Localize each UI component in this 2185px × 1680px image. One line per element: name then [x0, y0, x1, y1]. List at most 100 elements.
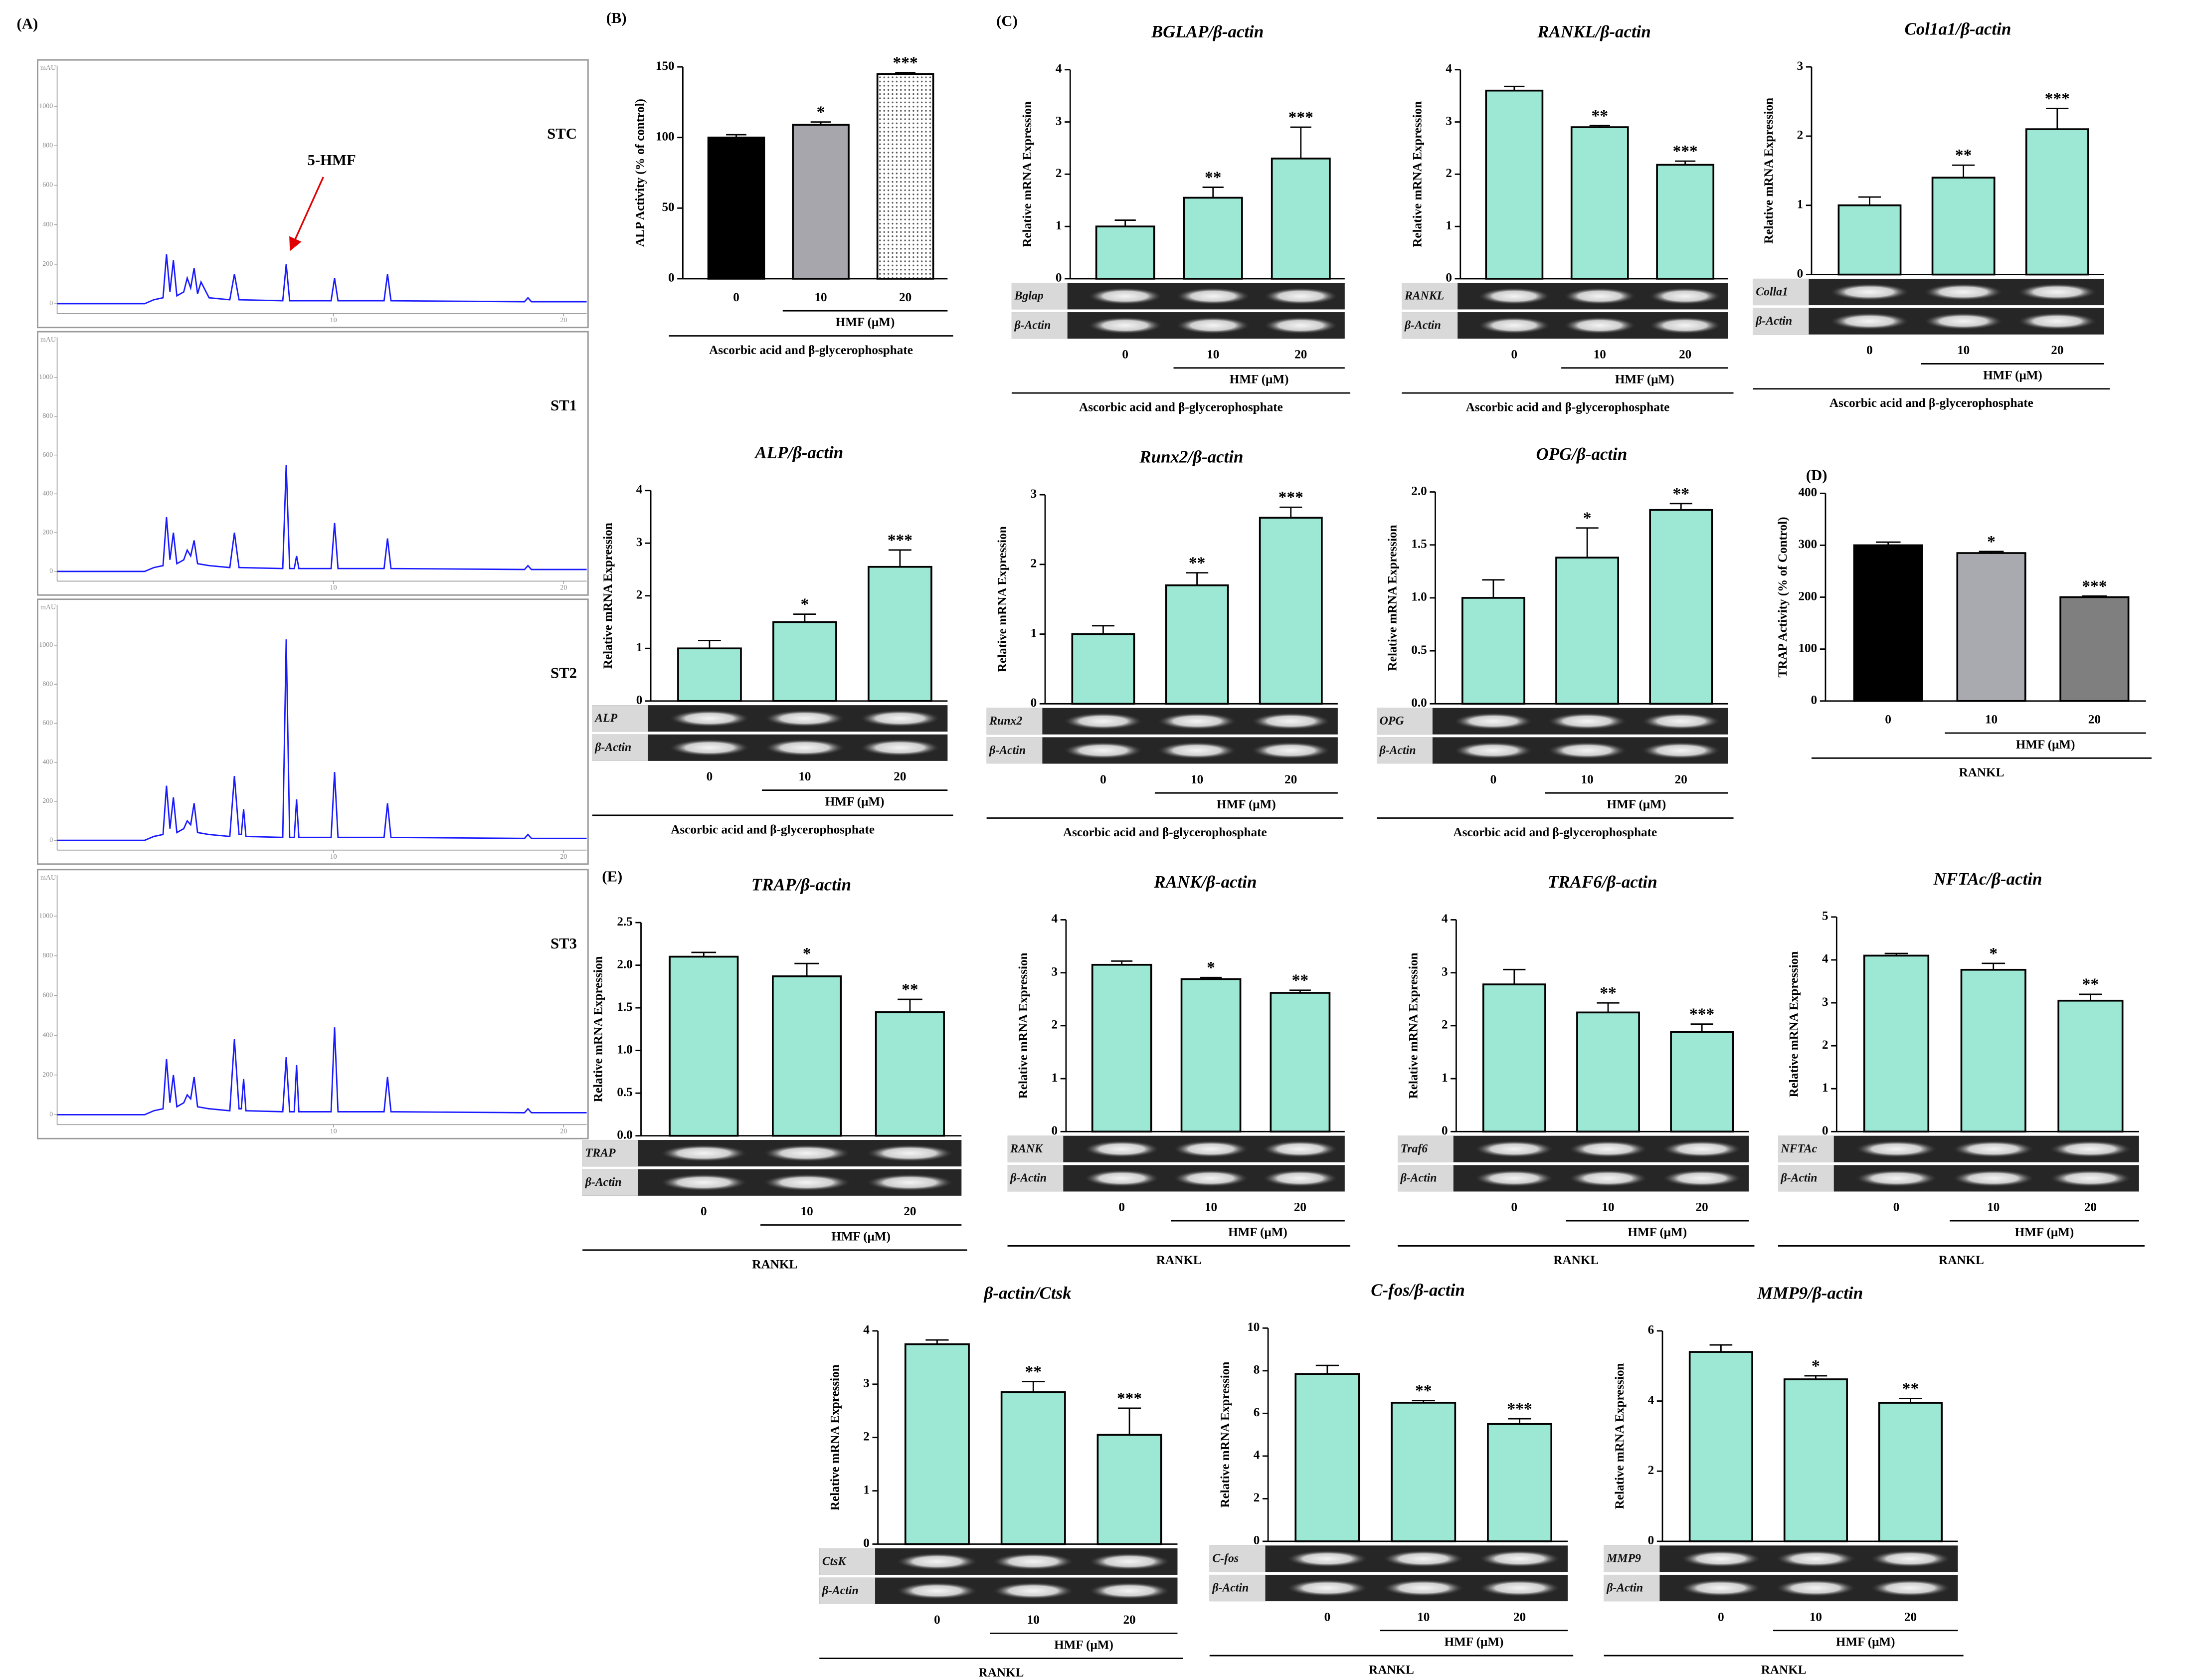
significance: *** — [893, 53, 917, 72]
bar — [1095, 225, 1155, 280]
bar — [1091, 963, 1152, 1133]
y-tick-label: 0.5 — [617, 1086, 632, 1099]
gel-label: β-Actin — [1606, 1581, 1643, 1594]
panel-label: (E) — [602, 868, 622, 885]
bar — [1165, 584, 1229, 705]
significance: *** — [1507, 1400, 1532, 1418]
y-tick-label: 1.0 — [1411, 590, 1427, 604]
x-tick-label: 20 — [560, 1127, 567, 1135]
x-tick-label: 20 — [2088, 713, 2101, 727]
error-bar — [794, 962, 819, 976]
gel-band — [1641, 713, 1721, 730]
gel-label: RANKL — [1404, 290, 1444, 303]
gel-band — [2049, 1140, 2132, 1157]
gel-label-bg — [1604, 1574, 1660, 1602]
y-axis-label: mAU — [40, 336, 56, 344]
x-tick-label: 10 — [814, 291, 827, 304]
y-tick-label: 1 — [863, 1483, 870, 1496]
y-tick-label: 4 — [1052, 912, 1058, 926]
chart-title: RANK/β-actin — [1153, 872, 1257, 892]
y-tick-label: 4 — [1254, 1449, 1260, 1462]
bar — [1878, 1402, 1943, 1542]
bar — [1482, 983, 1546, 1133]
gel-label: β-Actin — [989, 744, 1026, 757]
gel-band — [860, 739, 940, 756]
gel-band — [1952, 1140, 2034, 1157]
gel-band — [1662, 1140, 1742, 1157]
gel-label-bg — [582, 1169, 638, 1196]
significance: *** — [1689, 1005, 1714, 1024]
gel-band — [1176, 288, 1250, 305]
y-axis-label: Relative mRNA Expression — [601, 523, 615, 669]
y-tick-label: 2.0 — [617, 957, 632, 971]
gel-band — [1088, 288, 1162, 305]
x-tick-label: 10 — [330, 584, 337, 592]
group-label: Ascorbic acid and β-glycerophosphate — [1829, 396, 2033, 410]
gel-label: RANK — [1010, 1142, 1044, 1155]
gel-label: β-Actin — [1212, 1581, 1249, 1594]
gel-label-bg — [1007, 1165, 1064, 1192]
bar — [1783, 1378, 1848, 1542]
x-tick-label: 0 — [701, 1205, 707, 1218]
y-tick-label: 2 — [1056, 167, 1062, 180]
y-tick-label: 800 — [42, 952, 53, 959]
bar — [875, 1011, 945, 1137]
y-tick-label: 600 — [42, 720, 53, 727]
gel-label-bg — [1377, 708, 1433, 735]
group-label: Ascorbic acid and β-glycerophosphate — [1453, 826, 1657, 839]
gel-label-bg — [1011, 312, 1068, 339]
y-axis-label: mAU — [40, 604, 56, 611]
panel-frame — [37, 869, 589, 1139]
x-tick-label: 10 — [330, 853, 337, 861]
y-axis-label: Relative mRNA Expression — [1411, 101, 1425, 247]
y-tick-label: 0 — [1446, 271, 1452, 285]
error-bar — [1669, 503, 1692, 510]
x-tick-label: 20 — [560, 853, 567, 861]
x-tick-label: 0 — [1718, 1610, 1724, 1624]
chromatogram-line — [57, 464, 587, 572]
bar — [772, 621, 837, 702]
group-label: HMF (μM) — [2016, 738, 2075, 751]
x-tick-label: 20 — [1284, 773, 1297, 786]
y-tick-label: 2 — [863, 1430, 870, 1443]
y-tick-label: 1 — [1031, 626, 1037, 640]
y-tick-label: 300 — [1798, 538, 1817, 551]
y-tick-label: 2 — [1446, 167, 1452, 180]
gel-label: TRAP — [585, 1146, 616, 1159]
group-label: Ascorbic acid and β-glycerophosphate — [1079, 401, 1283, 414]
gel-band — [1084, 1170, 1159, 1187]
y-tick-label: 800 — [42, 412, 53, 420]
y-tick-label: 5 — [1822, 910, 1828, 923]
gel-label: NFTAc — [1781, 1142, 1818, 1155]
error-bar — [888, 549, 911, 567]
x-tick-label: 20 — [894, 770, 906, 783]
gel-label: β-Actin — [1781, 1172, 1818, 1185]
chart-title: Runx2/β-actin — [1139, 447, 1243, 466]
gel-label-bg — [1753, 308, 1809, 335]
error-bar — [691, 951, 717, 957]
y-tick-label: 4 — [1056, 62, 1062, 76]
x-tick-label: 10 — [1205, 1201, 1217, 1214]
x-tick-label: 20 — [2084, 1201, 2097, 1214]
gel-band — [2017, 313, 2097, 330]
gel-band — [1548, 742, 1627, 759]
gel-band — [1662, 1170, 1742, 1187]
gel-band — [1157, 713, 1237, 730]
error-bar — [1875, 541, 1901, 546]
y-tick-label: 2 — [1442, 1018, 1448, 1032]
group-label: HMF (μM) — [836, 316, 895, 329]
error-bar — [1858, 196, 1881, 205]
gel-band — [1251, 742, 1330, 759]
y-tick-label: 1 — [1797, 198, 1804, 211]
gel-label-bg — [1209, 1574, 1266, 1602]
bar — [1294, 1373, 1360, 1542]
gel-band — [669, 710, 750, 727]
x-tick-label: 10 — [798, 770, 811, 783]
bar — [1180, 978, 1242, 1133]
chart-title: C-fos/β-actin — [1371, 1281, 1465, 1300]
gel-band — [1641, 742, 1721, 759]
x-tick-label: 0 — [1100, 773, 1106, 786]
y-axis-label: Relative mRNA Expression — [1613, 1363, 1627, 1509]
y-tick-label: 1.5 — [617, 1000, 632, 1014]
